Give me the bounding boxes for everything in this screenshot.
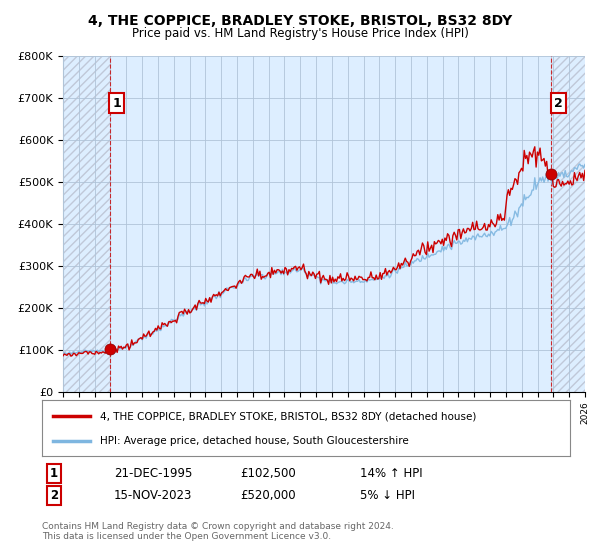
Text: 21-DEC-1995: 21-DEC-1995 (114, 466, 193, 480)
Text: 15-NOV-2023: 15-NOV-2023 (114, 489, 193, 502)
Text: Contains HM Land Registry data © Crown copyright and database right 2024.
This d: Contains HM Land Registry data © Crown c… (42, 522, 394, 542)
Text: £102,500: £102,500 (240, 466, 296, 480)
Text: Price paid vs. HM Land Registry's House Price Index (HPI): Price paid vs. HM Land Registry's House … (131, 27, 469, 40)
Text: 4, THE COPPICE, BRADLEY STOKE, BRISTOL, BS32 8DY: 4, THE COPPICE, BRADLEY STOKE, BRISTOL, … (88, 14, 512, 28)
Text: 4, THE COPPICE, BRADLEY STOKE, BRISTOL, BS32 8DY (detached house): 4, THE COPPICE, BRADLEY STOKE, BRISTOL, … (100, 411, 476, 421)
Text: HPI: Average price, detached house, South Gloucestershire: HPI: Average price, detached house, Sout… (100, 436, 409, 446)
Text: 2: 2 (554, 96, 563, 110)
Text: £520,000: £520,000 (240, 489, 296, 502)
Text: 2: 2 (50, 489, 58, 502)
Text: 14% ↑ HPI: 14% ↑ HPI (360, 466, 422, 480)
Text: 1: 1 (112, 96, 121, 110)
Text: 5% ↓ HPI: 5% ↓ HPI (360, 489, 415, 502)
Text: 1: 1 (50, 466, 58, 480)
